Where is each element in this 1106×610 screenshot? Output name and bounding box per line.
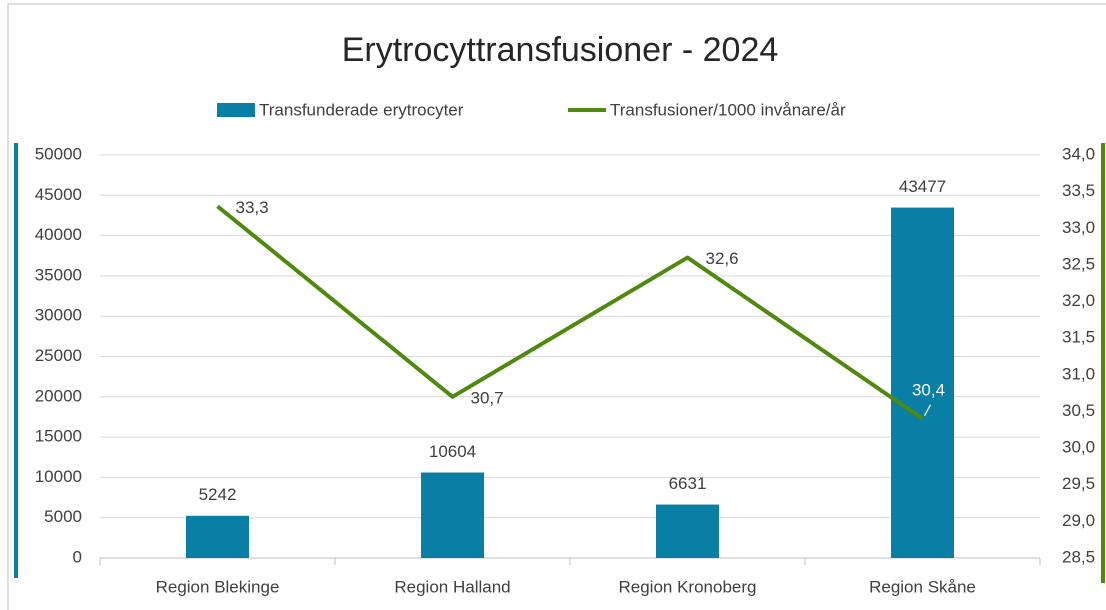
y2-tick-label: 34,0 bbox=[1062, 144, 1095, 163]
bar-value-label: 6631 bbox=[669, 474, 707, 493]
x-tick-label: Region Halland bbox=[394, 577, 510, 596]
line-value-label: 33,3 bbox=[236, 198, 269, 217]
bar bbox=[421, 472, 484, 558]
y2-tick-label: 32,5 bbox=[1062, 254, 1095, 273]
label-leader bbox=[923, 404, 932, 417]
x-tick-label: Region Kronoberg bbox=[619, 577, 757, 596]
y-tick-label: 40000 bbox=[35, 225, 82, 244]
y-tick-label: 25000 bbox=[35, 346, 82, 365]
y-tick-label: 45000 bbox=[35, 185, 82, 204]
legend-label: Transfusioner/1000 invånare/år bbox=[610, 100, 846, 119]
y2-tick-label: 30,5 bbox=[1062, 401, 1095, 420]
y-tick-label: 5000 bbox=[44, 507, 82, 526]
y2-tick-label: 31,0 bbox=[1062, 364, 1095, 383]
y-tick-label: 30000 bbox=[35, 306, 82, 325]
legend-swatch bbox=[217, 103, 255, 117]
y-tick-label: 10000 bbox=[35, 467, 82, 486]
line bbox=[216, 204, 924, 421]
legend: Transfunderade erytrocyter Transfusioner/… bbox=[217, 100, 846, 119]
x-tick-label: Region Skåne bbox=[869, 577, 976, 596]
bar bbox=[186, 515, 249, 558]
y-tick-label: 0 bbox=[73, 547, 82, 566]
x-tick-label: Region Blekinge bbox=[156, 577, 280, 596]
bar bbox=[891, 207, 954, 558]
bar-value-label: 5242 bbox=[199, 485, 237, 504]
y2-tick-label: 29,5 bbox=[1062, 474, 1095, 493]
right-axis-bar bbox=[1101, 143, 1105, 583]
bar-value-label: 43477 bbox=[899, 177, 946, 196]
y2-tick-label: 31,5 bbox=[1062, 328, 1095, 347]
y2-tick-label: 29,0 bbox=[1062, 511, 1095, 530]
y-tick-label: 50000 bbox=[35, 144, 82, 163]
y-tick-label: 35000 bbox=[35, 265, 82, 284]
bar-value-label: 10604 bbox=[429, 442, 476, 461]
line-value-label: 30,7 bbox=[471, 388, 504, 407]
y2-tick-label: 32,0 bbox=[1062, 291, 1095, 310]
legend-label: Transfunderade erytrocyter bbox=[259, 100, 464, 119]
y2-tick-label: 33,0 bbox=[1062, 218, 1095, 237]
y2-tick-label: 30,0 bbox=[1062, 438, 1095, 457]
y-tick-label: 15000 bbox=[35, 427, 82, 446]
line-value-label: 32,6 bbox=[706, 249, 739, 268]
y-tick-label: 20000 bbox=[35, 386, 82, 405]
left-axis-bar bbox=[14, 143, 18, 578]
bar bbox=[656, 504, 719, 558]
y2-tick-label: 33,5 bbox=[1062, 181, 1095, 200]
chart-title: Erytrocyttransfusioner - 2024 bbox=[342, 31, 779, 69]
y2-tick-label: 28,5 bbox=[1062, 547, 1095, 566]
line-value-label: 30,4 bbox=[912, 380, 945, 399]
